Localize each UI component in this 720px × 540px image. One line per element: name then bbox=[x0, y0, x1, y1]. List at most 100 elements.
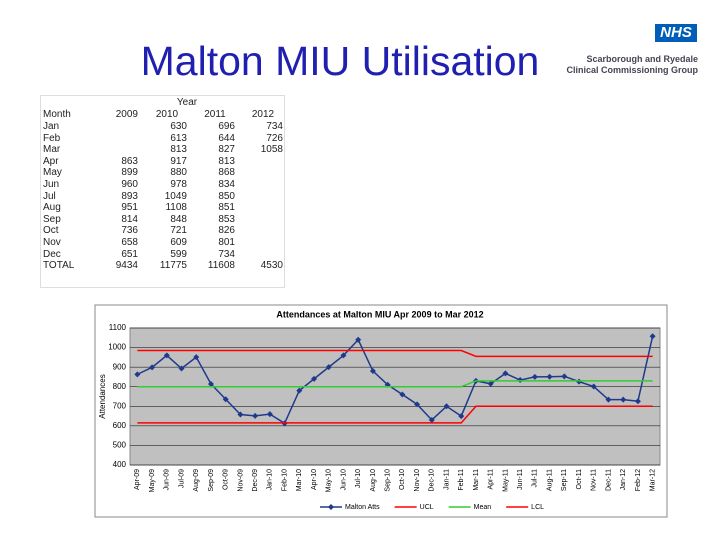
table-cell: 630 bbox=[170, 121, 187, 132]
x-tick-label: Jun-11 bbox=[517, 469, 524, 490]
table-cell: Jan bbox=[43, 121, 60, 132]
point bbox=[296, 387, 303, 394]
table-cell: Jul bbox=[43, 190, 56, 202]
y-axis-label: Attendances bbox=[98, 374, 107, 418]
point bbox=[546, 373, 553, 380]
legend-label: LCL bbox=[531, 504, 544, 511]
series-line bbox=[137, 380, 653, 388]
table-cell: 609 bbox=[170, 237, 187, 248]
point bbox=[252, 412, 259, 419]
point bbox=[222, 396, 229, 403]
point bbox=[237, 411, 244, 418]
table-cell: 4530 bbox=[260, 260, 283, 272]
x-tick-label: Jan-10 bbox=[267, 469, 274, 491]
table-cell: Feb bbox=[43, 132, 61, 144]
table-cell: 848 bbox=[170, 213, 187, 225]
point bbox=[605, 396, 612, 403]
x-tick-label: Jul-11 bbox=[532, 469, 539, 488]
x-tick-label: Jul-10 bbox=[355, 469, 362, 488]
x-tick-label: Oct-09 bbox=[223, 469, 230, 490]
table-cell: 696 bbox=[218, 121, 235, 132]
table-header: Month bbox=[43, 109, 71, 120]
point bbox=[266, 411, 273, 418]
y-tick-label: 900 bbox=[113, 362, 127, 371]
y-tick-label: 800 bbox=[113, 382, 127, 391]
legend-label: UCL bbox=[420, 504, 434, 511]
table-cell: Oct bbox=[43, 225, 59, 237]
point bbox=[207, 380, 214, 387]
table-cell: 853 bbox=[218, 213, 235, 225]
point bbox=[178, 365, 185, 372]
table-cell: 1058 bbox=[260, 144, 283, 156]
x-tick-label: Nov-10 bbox=[414, 469, 421, 492]
table-cell: 960 bbox=[121, 179, 138, 190]
table-cell: 736 bbox=[121, 225, 138, 237]
x-tick-label: Aug-09 bbox=[193, 469, 200, 492]
table-cell: 868 bbox=[218, 167, 235, 179]
table-cell: 734 bbox=[266, 121, 283, 132]
x-tick-label: Sep-09 bbox=[208, 469, 215, 492]
x-tick-label: Sep-10 bbox=[384, 469, 391, 492]
table-cell: 1108 bbox=[165, 202, 187, 214]
table-cell: May bbox=[43, 167, 62, 179]
x-tick-label: Nov-11 bbox=[591, 469, 598, 491]
x-tick-label: Dec-11 bbox=[605, 469, 612, 491]
x-tick-label: Jun-09 bbox=[164, 469, 171, 491]
table-cell: 11775 bbox=[159, 260, 187, 272]
point bbox=[487, 380, 494, 387]
table-cell: Sep bbox=[43, 213, 61, 225]
point bbox=[325, 364, 332, 371]
point bbox=[428, 416, 435, 423]
x-tick-label: Jul-09 bbox=[178, 469, 185, 488]
table-cell: 850 bbox=[218, 190, 235, 202]
point bbox=[311, 375, 318, 382]
y-tick-label: 600 bbox=[113, 421, 127, 430]
series-line bbox=[137, 405, 653, 424]
nhs-logo: NHS bbox=[655, 24, 697, 42]
x-tick-label: Jun-10 bbox=[340, 469, 347, 491]
point bbox=[163, 352, 170, 359]
x-tick-label: Mar-10 bbox=[296, 469, 303, 491]
table-cell: 734 bbox=[218, 248, 235, 260]
x-tick-label: Mar-11 bbox=[473, 469, 480, 491]
point bbox=[414, 401, 421, 408]
table-cell: Mar bbox=[43, 144, 61, 156]
series-line bbox=[137, 349, 653, 358]
point bbox=[634, 398, 641, 405]
table-cell: 644 bbox=[218, 132, 235, 144]
series-line bbox=[137, 336, 654, 425]
point bbox=[561, 373, 568, 380]
x-tick-label: Jan-11 bbox=[443, 469, 450, 490]
table-cell: 814 bbox=[121, 213, 138, 225]
x-tick-label: Aug-11 bbox=[546, 469, 553, 491]
x-tick-label: Sep-11 bbox=[561, 469, 568, 491]
x-tick-label: Apr-11 bbox=[488, 469, 495, 490]
x-tick-label: Mar-12 bbox=[649, 469, 656, 491]
table: Year Month 2009 2010 2011 2012 Jan 630 696 734 Feb… bbox=[40, 95, 285, 288]
x-tick-label: Jan-12 bbox=[620, 469, 627, 491]
y-tick-label: 700 bbox=[113, 401, 127, 410]
table-cell: Jun bbox=[43, 179, 60, 190]
x-tick-label: Dec-09 bbox=[252, 469, 259, 492]
x-tick-label: May-09 bbox=[149, 469, 156, 492]
table-cell: Dec bbox=[43, 248, 61, 260]
x-tick-label: Apr-09 bbox=[134, 469, 141, 490]
table-cell: 863 bbox=[121, 155, 138, 167]
table-cell: 813 bbox=[170, 144, 187, 156]
table-cell: 813 bbox=[218, 155, 235, 167]
table-cell: Aug bbox=[43, 202, 61, 214]
table-cell: 834 bbox=[218, 179, 235, 190]
point bbox=[134, 371, 141, 378]
x-tick-label: Oct-11 bbox=[576, 469, 583, 490]
point bbox=[340, 352, 347, 359]
logo-line: Clinical Commissioning Group bbox=[566, 65, 698, 75]
point bbox=[443, 403, 450, 410]
point bbox=[590, 383, 597, 390]
table-header: 2010 bbox=[155, 109, 179, 120]
x-tick-label: May-10 bbox=[326, 469, 333, 492]
y-tick-label: 500 bbox=[113, 441, 127, 450]
x-tick-label: Feb-10 bbox=[281, 469, 288, 491]
legend-marker bbox=[328, 504, 334, 510]
x-tick-label: Dec-10 bbox=[429, 469, 436, 492]
